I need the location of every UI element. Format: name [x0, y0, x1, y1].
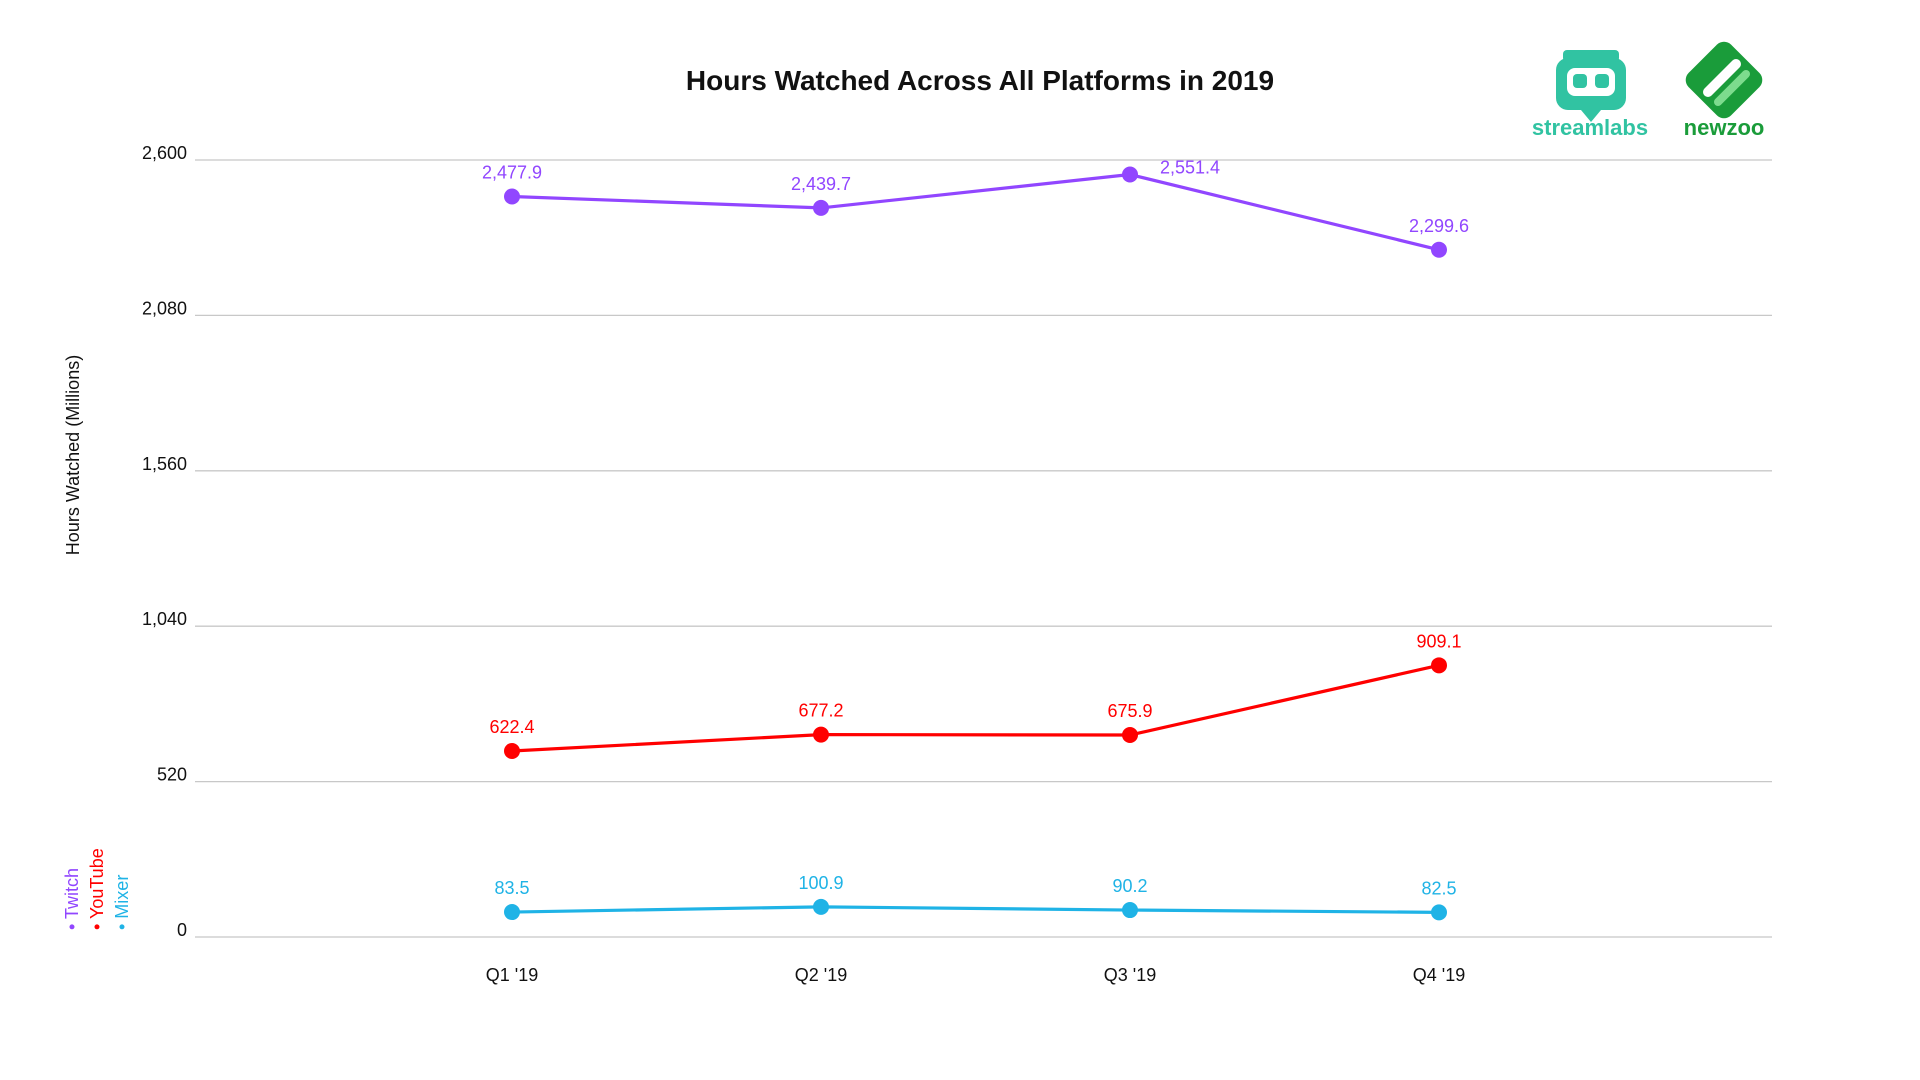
data-label: 82.5: [1421, 878, 1456, 898]
series-youtube: 622.4 677.2 675.9 909.1: [489, 631, 1462, 759]
legend-item-youtube: • YouTube: [87, 848, 107, 930]
data-point: [1122, 727, 1138, 744]
data-label: 2,299.6: [1409, 216, 1469, 236]
data-point: [504, 188, 520, 205]
legend-marker: •: [112, 919, 132, 930]
x-axis-ticks: Q1 '19 Q2 '19 Q3 '19 Q4 '19: [486, 965, 1465, 985]
y-tick-label: 2,080: [142, 298, 187, 318]
data-point: [813, 726, 829, 743]
y-axis-title: Hours Watched (Millions): [63, 355, 83, 555]
data-label: 100.9: [798, 873, 843, 893]
series-line: [511, 172, 1440, 252]
data-label: 622.4: [489, 717, 534, 737]
y-tick-label: 520: [157, 765, 187, 785]
chart-title: Hours Watched Across All Platforms in 20…: [686, 65, 1274, 96]
series-line: [511, 905, 1440, 914]
data-label: 909.1: [1416, 631, 1461, 651]
legend-item-mixer: • Mixer: [112, 875, 132, 930]
data-point: [504, 742, 520, 759]
y-tick-label: 1,560: [142, 454, 187, 474]
data-label: 83.5: [494, 878, 529, 898]
data-label: 90.2: [1112, 876, 1147, 896]
data-point: [504, 904, 520, 921]
series-twitch: 2,477.9 2,439.7 2,551.4 2,299.6: [482, 158, 1469, 258]
legend: • Twitch• YouTube• Mixer: [62, 848, 132, 930]
x-tick-label: Q2 '19: [795, 965, 847, 985]
data-point: [813, 199, 829, 216]
legend-label: YouTube: [87, 848, 107, 919]
y-tick-label: 0: [177, 920, 187, 940]
legend-label: Mixer: [112, 875, 132, 919]
data-label: 675.9: [1107, 701, 1152, 721]
x-tick-label: Q4 '19: [1413, 965, 1465, 985]
newzoo-logo: newzoo: [1684, 41, 1765, 140]
data-point: [1122, 902, 1138, 919]
streamlabs-logo: streamlabs: [1532, 50, 1648, 140]
data-label: 2,477.9: [482, 162, 542, 182]
streamlabs-wordmark: streamlabs: [1532, 115, 1648, 140]
x-tick-label: Q3 '19: [1104, 965, 1156, 985]
newzoo-leaf-icon: [1685, 41, 1763, 119]
data-label: 677.2: [798, 701, 843, 721]
y-tick-label: 1,040: [142, 609, 187, 629]
data-point: [1431, 241, 1447, 258]
newzoo-wordmark: newzoo: [1684, 115, 1765, 140]
data-point: [1122, 166, 1138, 183]
legend-label: Twitch: [62, 868, 82, 919]
x-tick-label: Q1 '19: [486, 965, 538, 985]
data-point: [1431, 657, 1447, 674]
grid: [195, 159, 1772, 938]
streamlabs-robot-icon: [1556, 50, 1626, 122]
data-label: 2,551.4: [1160, 158, 1220, 178]
y-tick-label: 2,600: [142, 143, 187, 163]
data-label: 2,439.7: [791, 174, 851, 194]
data-point: [1431, 904, 1447, 921]
y-axis-ticks: 0 520 1,040 1,560 2,080 2,600: [142, 143, 187, 940]
legend-marker: •: [87, 919, 107, 930]
data-point: [813, 898, 829, 915]
series-mixer: 83.5 100.9 90.2 82.5: [494, 873, 1457, 921]
legend-marker: •: [62, 919, 82, 930]
series-layer: 2,477.9 2,439.7 2,551.4 2,299.6 622.4 677.2 67…: [482, 158, 1469, 921]
series-line: [511, 663, 1440, 753]
legend-item-twitch: • Twitch: [62, 868, 82, 930]
